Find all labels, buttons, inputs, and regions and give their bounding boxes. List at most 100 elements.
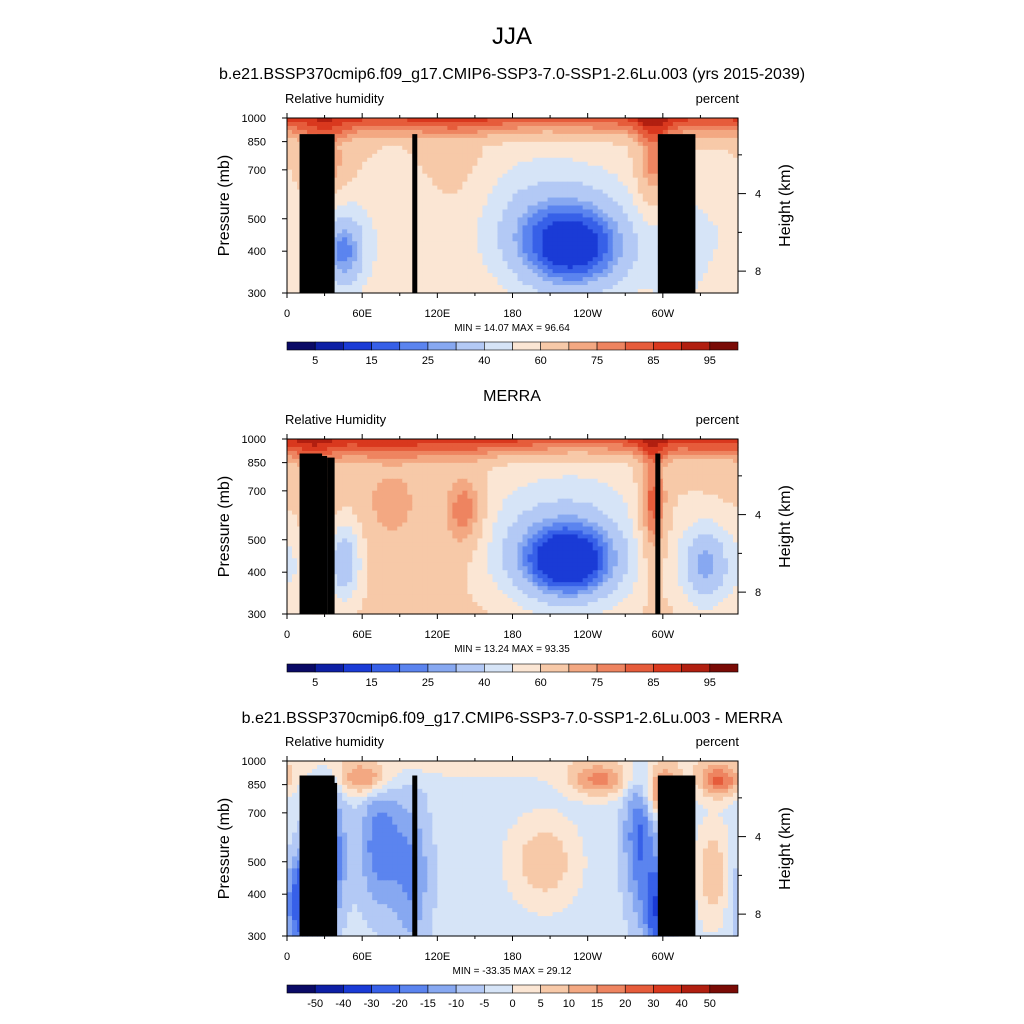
main-title: JJA [492,23,532,50]
colorbar-swatch [399,984,429,994]
terrain-block [655,453,661,614]
x-tick-label: 60E [352,951,372,963]
colorbar-tick-label: 20 [619,998,631,1010]
colorbar-tick-label: 15 [365,355,377,367]
colorbar-tick-label: -50 [307,998,323,1010]
y-tick-label: 500 [248,857,266,869]
colorbar-tick-label: -5 [479,998,489,1010]
colorbar-tick-label: 5 [538,998,544,1010]
panel-model-stats: MIN = 14.07 MAX = 96.64 [454,323,570,334]
topography-mask [299,134,696,293]
colorbar-swatch [653,984,682,994]
x-tick-label: 120W [573,629,602,641]
heatmap-field [287,439,739,615]
panel-obs-variable-label: Relative Humidity [285,412,387,427]
panel-model-colorbar: 5 15 25 40 60 75 85 95 [286,341,739,367]
colorbar-swatch [371,984,401,994]
terrain-block [322,782,338,936]
colorbar-tick-label: -20 [392,998,408,1010]
colorbar-swatch [568,663,598,673]
panel-obs-colorbar: 5 15 25 40 60 75 85 95 [286,663,739,689]
x-tick-label: 180 [503,629,521,641]
panel-obs-units-label: percent [696,412,740,427]
terrain-block [412,775,418,936]
colorbar-swatch [484,663,513,673]
x-tick-label: 180 [503,951,521,963]
panel-model-title: b.e21.BSSP370cmip6.f09_g17.CMIP6-SSP3-7.… [219,66,805,83]
y-tick-label: 1000 [242,756,266,768]
x-tick-label: 0 [284,951,290,963]
x-tick-label: 180 [503,308,521,320]
colorbar-tick-label: 10 [563,998,575,1010]
colorbar-swatch [399,663,429,673]
colorbar-tick-label: 95 [704,355,716,367]
panel-model-plot-area: 0 60E 120E 180 120W 60W 300 400 500 700 850 1000 Pre… [216,113,794,320]
colorbar-tick-label: 85 [647,677,659,689]
y-axis-title: Pressure (mb) [216,476,233,577]
y2-axis-title: Height (km) [777,485,794,568]
colorbar-swatch [568,984,598,994]
colorbar-swatch [399,341,429,351]
colorbar-swatch [286,984,316,994]
panel-obs: MERRA Relative Humidity percent 0 60E 120E… [216,388,794,689]
terrain-block [657,775,696,936]
colorbar-swatch [484,341,513,351]
terrain-block [657,134,696,293]
colorbar-swatch [427,984,457,994]
colorbar-swatch [343,341,372,351]
colorbar-swatch [512,663,541,673]
y-axis-title: Pressure (mb) [216,798,233,899]
y-tick-label: 300 [248,609,266,621]
y2-axis-title: Height (km) [777,807,794,890]
colorbar-swatch [681,663,711,673]
colorbar-tick-label: 25 [422,677,434,689]
colorbar-swatch [484,984,513,994]
colorbar-swatch [314,663,344,673]
terrain-block [299,453,323,614]
y2-tick-label: 4 [755,832,761,844]
colorbar-swatch [596,984,626,994]
x-tick-label: 60E [352,629,372,641]
colorbar-tick-label: 50 [704,998,716,1010]
colorbar-tick-label: -40 [335,998,351,1010]
panel-obs-plot-area: 0 60E 120E 180 120W 60W 300 400 500 700 850 1000 Pre… [216,434,794,641]
colorbar-tick-label: 40 [478,355,490,367]
colorbar-tick-label: 25 [422,355,434,367]
colorbar-swatch [624,663,654,673]
y-tick-label: 500 [248,214,266,226]
topography-mask [299,453,661,614]
colorbar-swatch [709,984,739,994]
colorbar-tick-label: 75 [591,355,603,367]
colorbar-swatch [512,984,541,994]
colorbar-tick-label: 40 [676,998,688,1010]
colorbar-tick-label: 60 [535,355,547,367]
panel-diff-colorbar: -50 -40 -30 -20 -15 -10 -5 0 5 10 15 20 30 40 50 [286,984,739,1010]
y2-tick-label: 8 [755,909,761,921]
x-tick-label: 120W [573,308,602,320]
colorbar-tick-label: 15 [365,677,377,689]
colorbar-swatch [653,341,682,351]
x-tick-label: 0 [284,308,290,320]
colorbar-swatch [455,663,485,673]
colorbar-tick-label: -15 [420,998,436,1010]
colorbar-swatch [455,984,485,994]
colorbar-tick-label: 15 [591,998,603,1010]
topography-mask [299,775,696,936]
colorbar-swatch [624,341,654,351]
y2-axis-title: Height (km) [777,164,794,247]
x-tick-label: 120E [424,951,450,963]
colorbar-tick-label: 30 [647,998,659,1010]
panel-model-units-label: percent [696,91,740,106]
terrain-block [322,139,331,293]
y2-tick-label: 4 [755,189,761,201]
panel-model-variable-label: Relative humidity [285,91,384,106]
y-tick-label: 700 [248,165,266,177]
x-tick-label: 60E [352,308,372,320]
panel-diff-variable-label: Relative humidity [285,734,384,749]
y-tick-label: 1000 [242,113,266,125]
panel-obs-stats: MIN = 13.24 MAX = 93.35 [454,644,570,655]
x-tick-label: 120E [424,629,450,641]
colorbar-swatch [314,341,344,351]
heatmap-field [287,118,739,294]
